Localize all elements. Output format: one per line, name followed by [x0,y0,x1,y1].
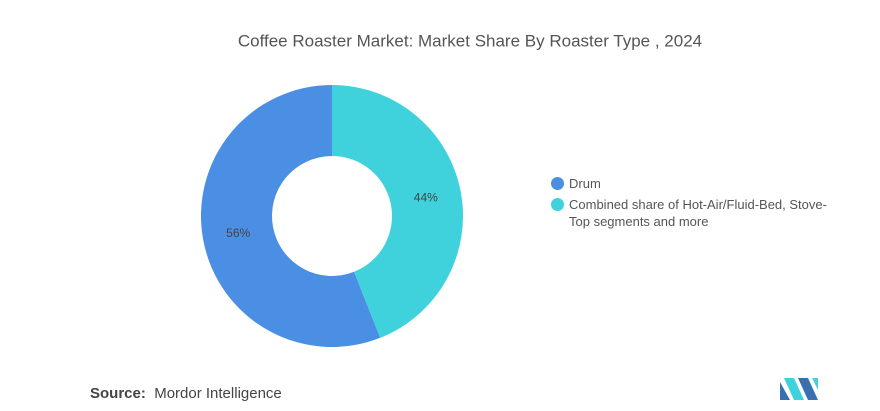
legend-item: Drum [551,175,831,192]
chart-title: Coffee Roaster Market: Market Share By R… [238,31,702,50]
legend: Drum Combined share of Hot-Air/Fluid-Bed,… [551,175,831,234]
source: Source: Mordor Intelligence [90,385,282,402]
legend-swatch [551,198,564,211]
donut-slice [332,85,463,338]
source-label: Source: [90,385,146,402]
legend-label: Drum [569,176,601,191]
source-text: Mordor Intelligence [154,385,282,402]
donut-slice [201,85,381,347]
legend-label: Combined share of Hot-Air/Fluid-Bed, Sto… [569,197,827,229]
value-label: 44% [414,190,438,204]
legend-item: Combined share of Hot-Air/Fluid-Bed, Sto… [551,196,831,230]
logo [780,378,818,400]
value-label: 56% [226,226,250,240]
legend-swatch [551,177,564,190]
